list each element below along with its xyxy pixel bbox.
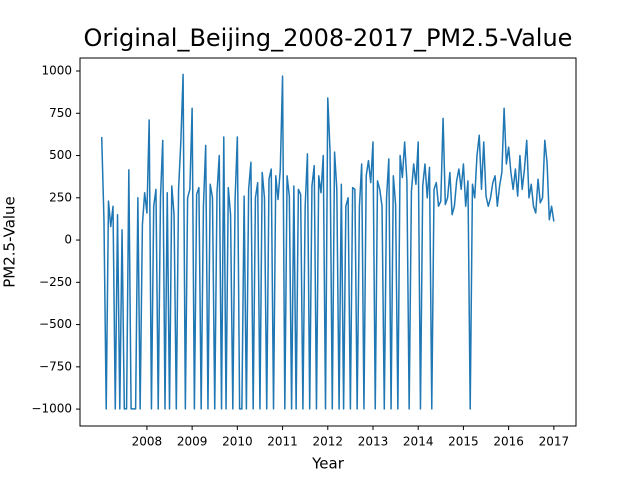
y-tick-label: 250 xyxy=(49,190,72,204)
x-tick-label: 2015 xyxy=(448,435,479,449)
plot-frame xyxy=(79,57,577,427)
x-tick-label: 2016 xyxy=(493,435,524,449)
x-tick-label: 2013 xyxy=(358,435,389,449)
y-axis-label: PM2.5-Value xyxy=(1,196,19,288)
y-tick-label: −500 xyxy=(39,317,72,331)
y-tick-label: 750 xyxy=(49,106,72,120)
y-tick-label: 1000 xyxy=(41,64,72,78)
x-tick-label: 2009 xyxy=(177,435,208,449)
y-tick-label: −250 xyxy=(39,275,72,289)
y-tick-label: 500 xyxy=(49,148,72,162)
y-tick-label: −750 xyxy=(39,359,72,373)
x-tick-label: 2008 xyxy=(132,435,163,449)
x-tick-label: 2017 xyxy=(539,435,570,449)
y-tick-label: −1000 xyxy=(31,402,72,416)
x-tick-label: 2014 xyxy=(403,435,434,449)
data-line xyxy=(100,73,555,410)
x-tick-label: 2011 xyxy=(267,435,298,449)
x-axis-label: Year xyxy=(311,455,345,473)
y-tick-label: 0 xyxy=(64,233,72,247)
chart-title: Original_Beijing_2008-2017_PM2.5-Value xyxy=(84,24,573,52)
x-tick-label: 2012 xyxy=(313,435,344,449)
x-tick-label: 2010 xyxy=(222,435,253,449)
